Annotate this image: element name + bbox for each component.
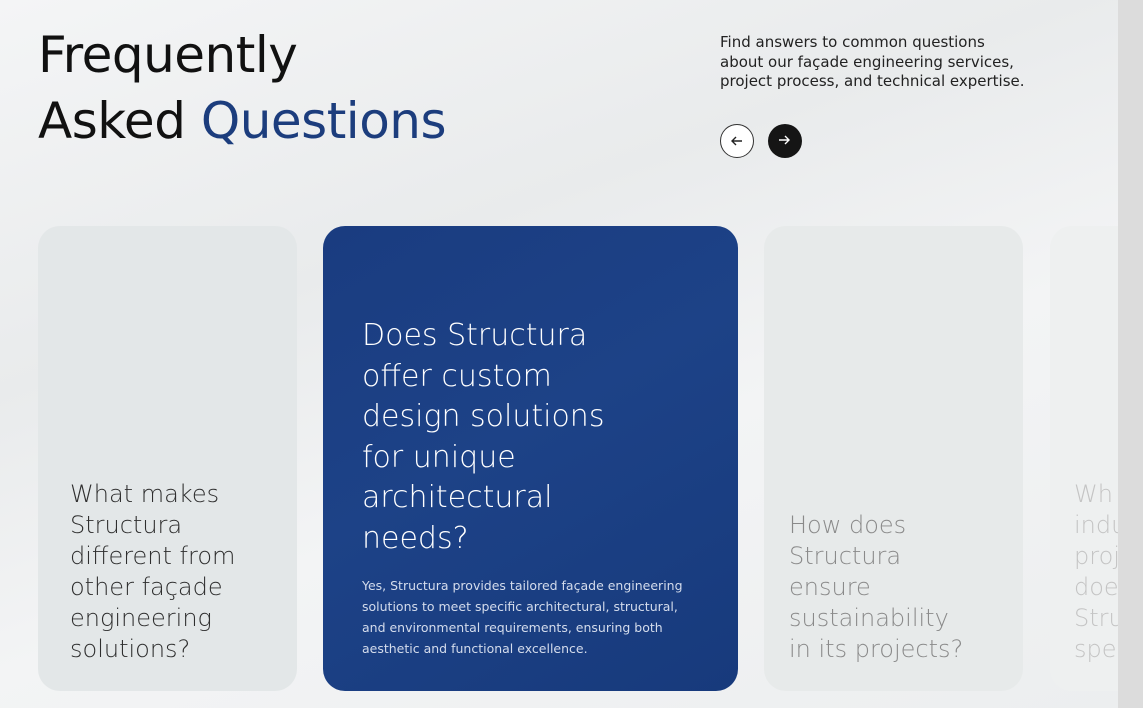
description: Find answers to common questions about o… [720,33,1025,90]
title-line: Frequently [38,26,298,84]
answer: Yes, Structura provides tailored façade … [362,578,683,656]
question: Does Structura offer custom design solut… [362,318,605,556]
title-accent: Questions [200,92,447,150]
faq-card[interactable]: Wh indu proj doe Stru spe [1050,226,1118,691]
faq-card[interactable]: What makes Structura different from othe… [38,226,297,691]
arrow-right-icon [779,135,790,145]
question: Wh indu proj doe Stru spe [1074,480,1118,663]
scrollbar [1118,0,1143,708]
arrow-left-icon [731,136,742,146]
page-title: Frequently Asked Questions [38,22,447,154]
title-line: Asked Questions [38,88,447,154]
faq-card-active[interactable]: Does Structura offer custom design solut… [323,226,738,691]
next-button[interactable] [768,124,802,158]
question: What makes Structura different from othe… [70,480,236,663]
carousel: What makes Structura different from othe… [38,226,1118,691]
faq-card[interactable]: How does Structura ensure sustainability… [764,226,1023,691]
question: How does Structura ensure sustainability… [789,511,964,663]
prev-button[interactable] [720,124,754,158]
title-plain: Asked [38,92,186,150]
